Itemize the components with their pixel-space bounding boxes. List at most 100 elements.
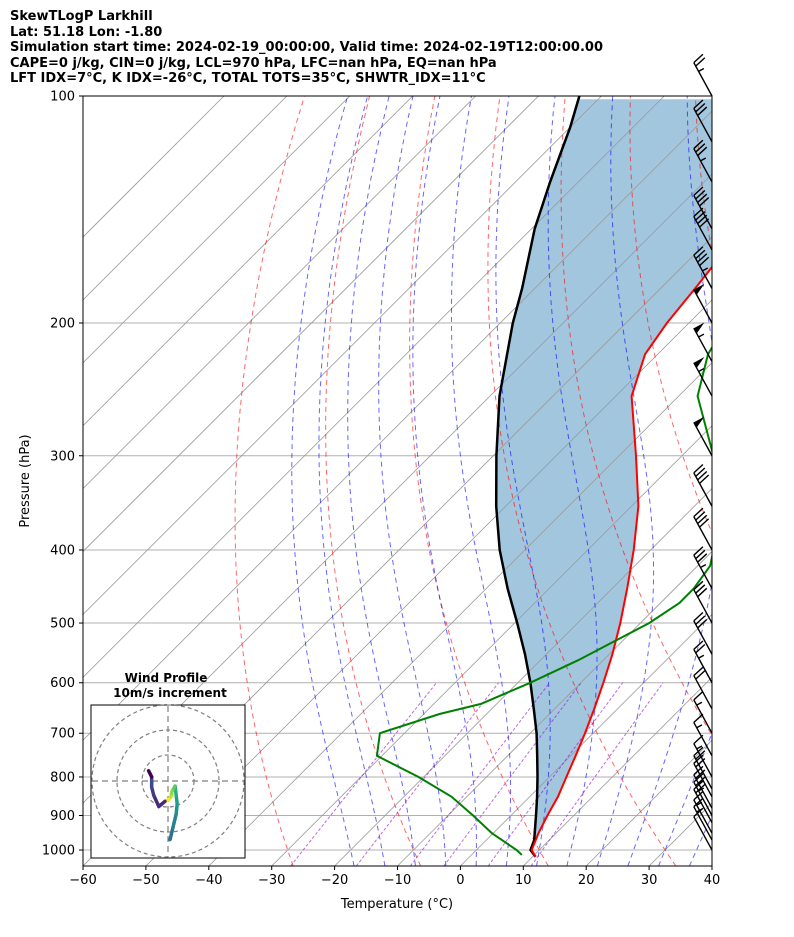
moist-adiabat [720,96,794,866]
x-tick-label: 10 [515,873,532,888]
y-tick-label: 300 [50,449,75,464]
x-tick-label: 40 [704,873,721,888]
moist-adiabat [450,96,512,866]
time-line: Simulation start time: 2024-02-19_00:00:… [10,40,603,56]
adiabats-layer [83,96,794,866]
hodograph-segment [151,793,161,809]
wind-barb [693,690,713,734]
axis-ticks: −60 −50 −40 −30 −20 −10 0 10 20 30 40 100 200 300 400 5… [42,90,720,889]
wind-barb [693,666,713,710]
isotherm-line [83,110,712,741]
cape-fill-area [496,99,712,857]
x-tick-label: 0 [456,873,464,888]
isotherm-line [271,425,712,866]
mixing-ratio-line [290,682,437,866]
wind-barbs [693,53,713,851]
y-tick-label: 400 [50,543,75,558]
isotherm-line [83,96,351,364]
parameters-line: CAPE=0 j/kg, CIN=0 j/kg, LCL=970 hPa, LF… [10,55,497,71]
x-tick-label: −50 [132,873,159,888]
wind-barb [693,773,713,816]
y-tick-label: 800 [50,770,75,785]
isotherm-line [83,96,413,427]
x-tick-label: −40 [195,873,222,888]
x-tick-label: 30 [641,873,658,888]
hodograph-segment [171,812,178,829]
isotherm-line [208,362,712,866]
temperature-line [530,265,712,858]
dry-adiabat [487,96,677,866]
wind-barb [693,611,713,655]
dewpoint-line [375,345,712,856]
dry-adiabat [560,96,712,737]
isotherm-line [775,96,794,866]
wind-barb [693,356,713,397]
moist-adiabat [658,731,712,866]
x-tick-label: −30 [258,873,285,888]
x-tick-label: −20 [321,873,348,888]
indices-line: LFT IDX=7°C, K IDX=-26°C, TOTAL TOTS=35°… [10,71,486,87]
moist-adiabat [596,96,655,866]
mixing-ratio-line [409,682,550,866]
x-tick-label: 20 [578,873,595,888]
moist-adiabat [412,96,477,866]
wind-barb [693,416,713,457]
moist-adiabat [495,96,551,866]
y-tick-label: 200 [50,316,75,331]
wind-barb [693,546,713,589]
parcel-path-line [494,96,581,858]
dry-adiabat [629,96,712,534]
isotherm-line [83,96,476,490]
y-tick-label: 500 [50,617,75,632]
moist-adiabat [347,96,416,866]
dry-adiabat [761,96,794,866]
dry-adiabat [409,96,549,866]
isotherm-line [145,299,712,866]
isotherm-line [460,613,712,866]
wind-barb [693,99,713,143]
x-axis-label: Temperature (°C) [340,897,453,912]
isotherm-line [711,865,712,866]
dry-adiabat [325,96,422,866]
mixing-ratio-line [530,682,664,866]
moist-adiabat [291,96,355,866]
wind-barb [693,640,713,684]
wind-barb [693,713,713,757]
wind-barb [693,507,713,551]
isotherm-line [83,96,602,615]
hodograph-segment [168,825,175,842]
moist-adiabat [547,96,598,866]
wind-barb [693,53,713,97]
location-line: Lat: 51.18 Lon: -1.80 [10,24,163,40]
hodograph-title: Wind Profile [125,671,208,685]
isotherm-line [83,96,539,553]
x-tick-label: −10 [384,873,411,888]
isotherm-line [397,550,712,866]
mixing-ratio-line [443,682,582,866]
wind-barb [693,139,713,183]
hodograph-inset: Wind Profile 10m/s increment [90,671,246,859]
moist-adiabat [378,96,447,866]
hodograph-segment [146,769,154,779]
dry-adiabat [234,96,305,866]
moist-adiabat [627,96,712,866]
hodograph-rings [91,704,245,858]
wind-barb [693,322,713,362]
y-tick-label: 600 [50,676,75,691]
mixing-ratio-line [355,682,499,866]
isotherm-line [83,96,288,301]
isotherm-line [83,96,225,238]
chart-header: SkewTLogP Larkhill Lat: 51.18 Lon: -1.80… [10,9,603,87]
wind-barb [693,246,713,289]
hodograph-subtitle: 10m/s increment [113,686,227,700]
chart-title: SkewTLogP Larkhill [10,9,153,24]
isotherm-line [523,676,712,866]
y-tick-label: 700 [50,727,75,742]
wind-barb [693,283,713,324]
x-tick-label: −60 [69,873,96,888]
y-tick-label: 900 [50,809,75,824]
wind-barb [693,186,713,230]
moist-adiabat [318,96,386,866]
profile-lines [375,96,712,858]
